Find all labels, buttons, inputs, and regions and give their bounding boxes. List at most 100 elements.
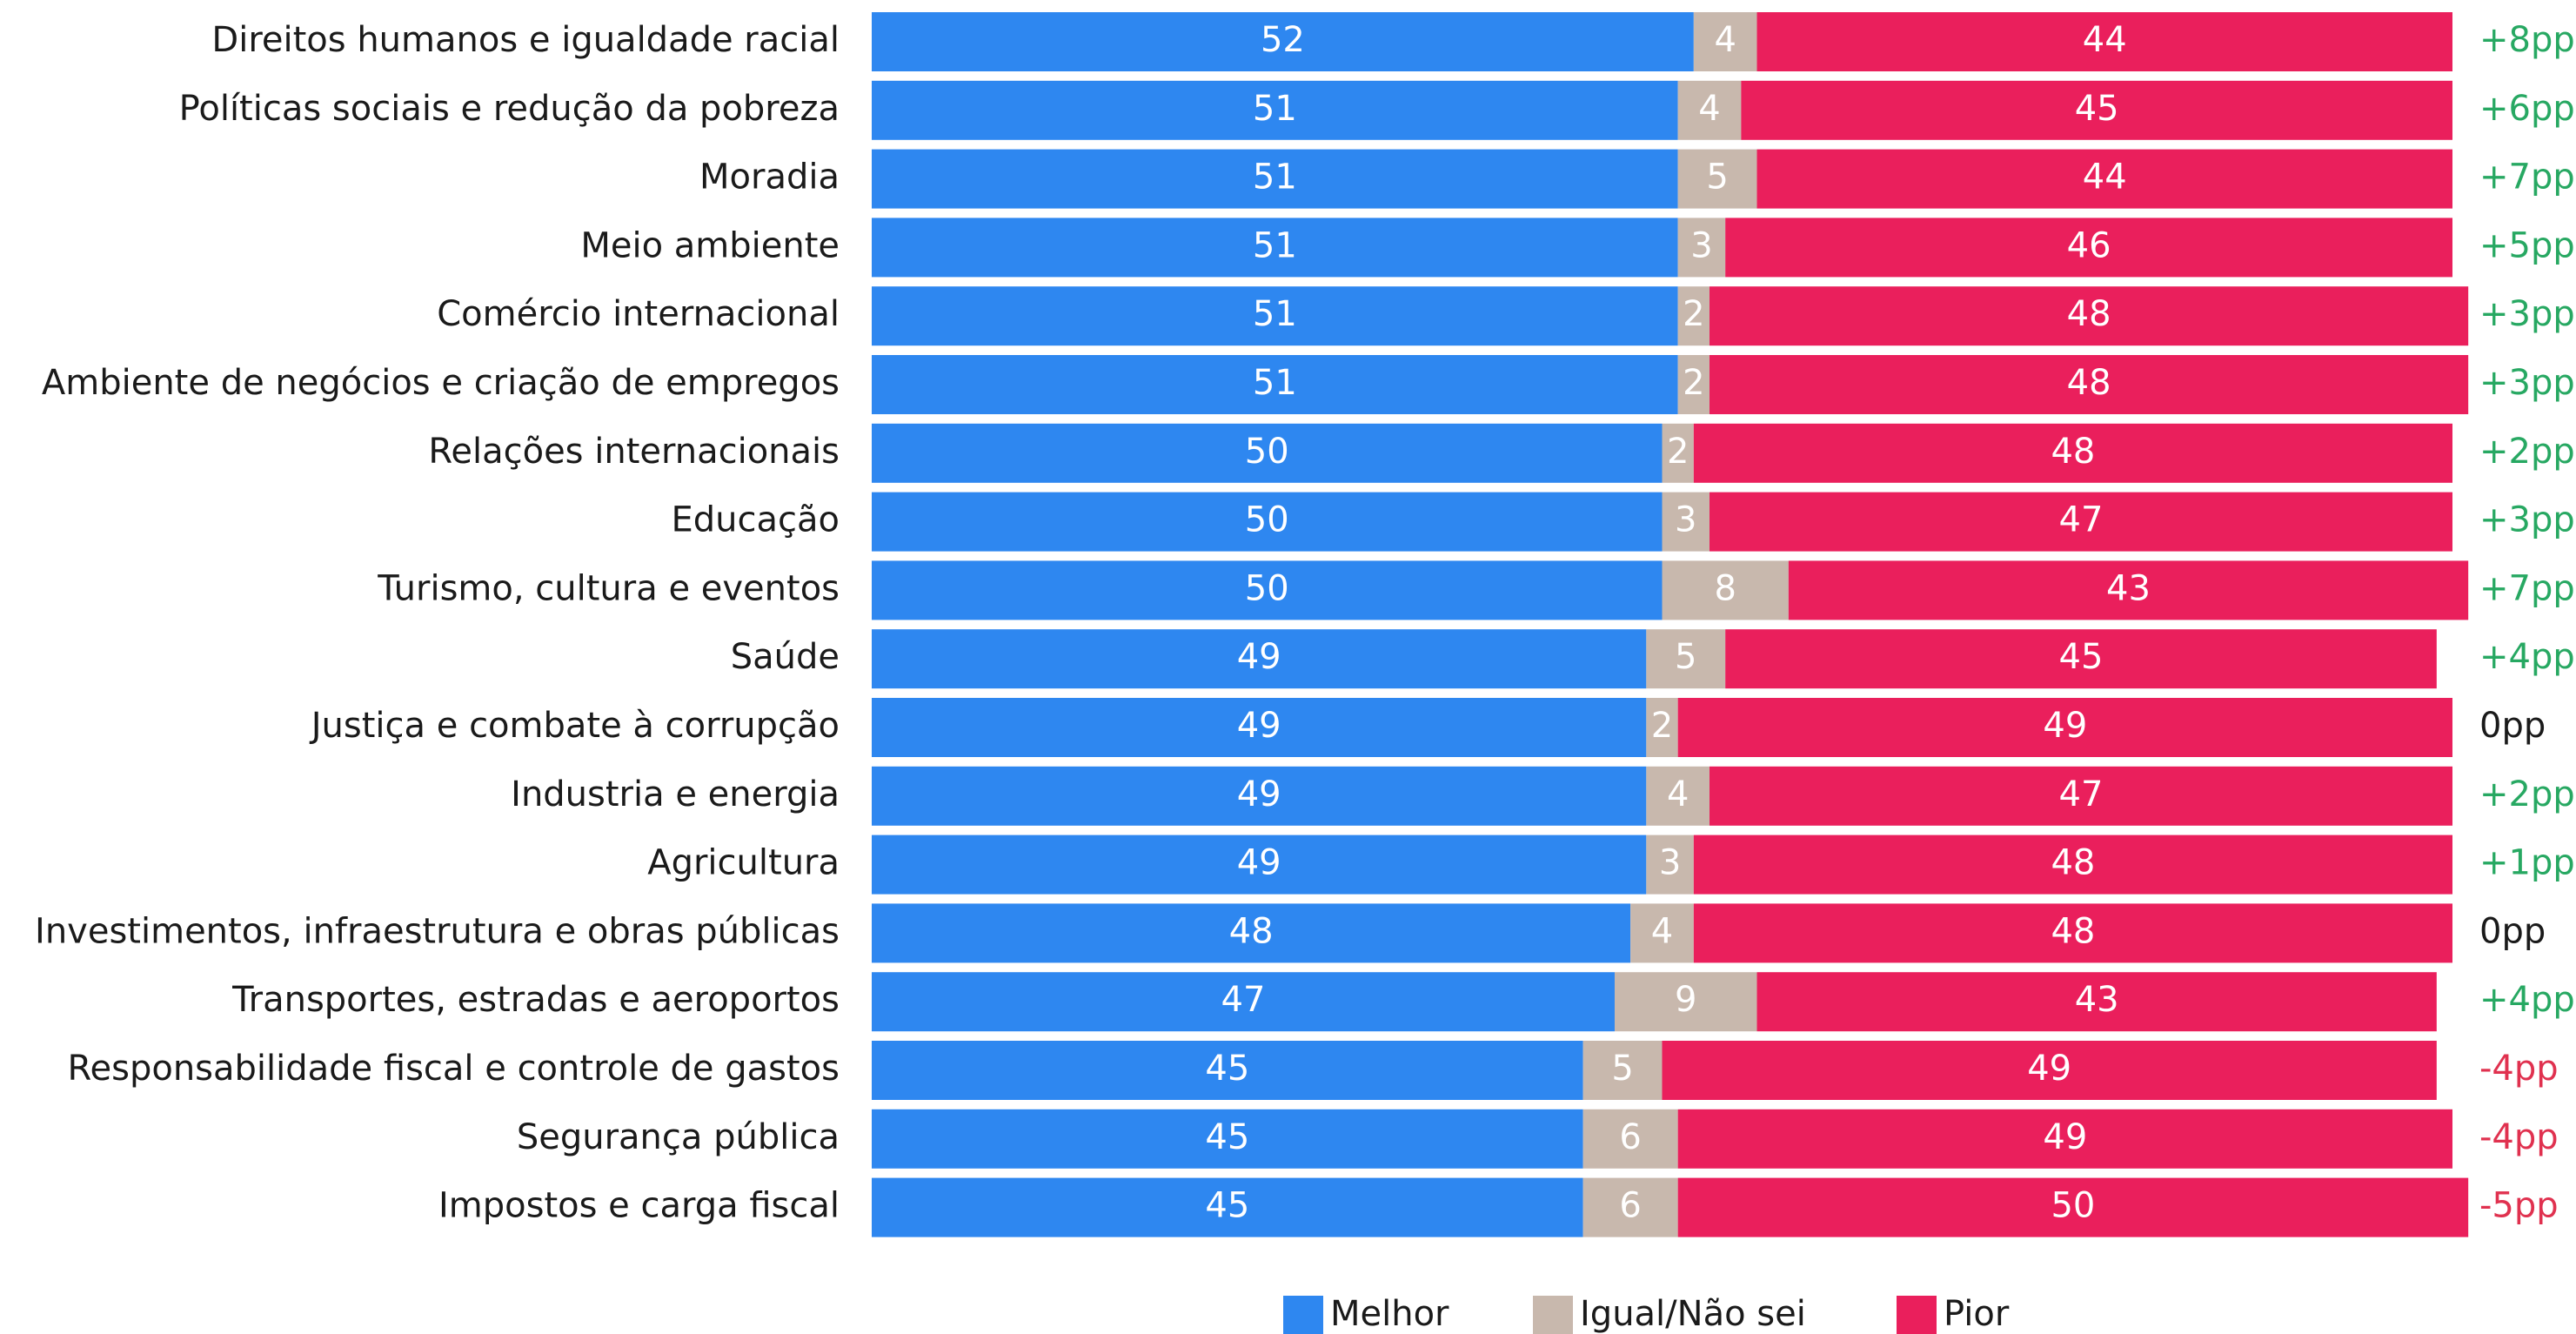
data-label: 49 [2043,1117,2087,1157]
bar-segment-pior [1756,972,2437,1032]
bar-segment-melhor [872,80,1678,140]
legend: Melhor Igual/Não sei Pior [1283,1294,2010,1334]
bar-segment-pior [1693,835,2452,895]
chart-row: Comércio internacional 51 2 48 +3pp [437,286,2575,346]
data-label: 51 [1253,294,1297,334]
bar-segment-pior [1693,903,2452,963]
legend-swatch [1897,1296,1937,1334]
data-label: 48 [2067,363,2111,403]
bar-segment-igual [1662,423,1694,483]
bar-segment-melhor [872,766,1647,826]
bar-segment-igual [1693,12,1757,71]
bar-segment-melhor [872,355,1678,414]
bar-segment-igual [1582,1177,1678,1237]
bar-segment-igual [1582,1041,1663,1100]
data-label: 45 [1205,1186,1249,1226]
bar-segment-pior [1710,766,2452,826]
data-label: 4 [1714,20,1736,60]
bar-segment-melhor [872,1041,1583,1100]
data-label: 46 [2067,225,2111,265]
category-label: Comércio internacional [437,294,840,334]
data-label: 45 [2075,89,2119,129]
data-label: 47 [2059,774,2104,814]
category-label: Saúde [731,637,840,677]
bar-segment-pior [1756,149,2452,209]
bar-segment-pior [1677,698,2452,757]
data-label: 6 [1619,1186,1641,1226]
data-label: 49 [1237,637,1281,677]
difference-label: +7pp [2479,158,2575,198]
category-label: Moradia [699,158,840,198]
chart-row: Meio ambiente 51 3 46 +5pp [580,218,2575,278]
bar-segment-pior [1677,1109,2452,1169]
difference-label: +6pp [2479,89,2575,129]
data-label: 48 [2051,843,2095,883]
data-label: 3 [1659,843,1681,883]
data-label: 52 [1261,20,1305,60]
difference-label: 0pp [2479,706,2546,746]
bar-segment-igual [1662,492,1710,552]
bar-segment-igual [1677,286,1710,346]
data-label: 8 [1714,568,1736,608]
bar-segment-pior [1756,12,2452,71]
chart-row: Impostos e carga fiscal 45 6 50 -5pp [438,1177,2559,1237]
chart-row: Agricultura 49 3 48 +1pp [647,835,2575,895]
bar-segment-melhor [872,149,1678,209]
difference-label: -4pp [2479,1049,2559,1089]
data-label: 45 [1205,1049,1249,1089]
bar-segment-melhor [872,218,1678,278]
difference-label: +4pp [2479,980,2575,1020]
data-label: 48 [2067,294,2111,334]
data-label: 51 [1253,158,1297,198]
data-label: 48 [1229,911,1274,951]
legend-swatch [1533,1296,1573,1334]
category-label: Relações internacionais [428,432,840,472]
category-label: Transportes, estradas e aeroportos [231,980,840,1020]
data-label: 43 [2075,980,2119,1020]
bar-segment-melhor [872,698,1647,757]
legend-label: Igual/Não sei [1580,1294,1806,1334]
category-label: Turismo, cultura e eventos [377,568,840,608]
data-label: 51 [1253,363,1297,403]
category-label: Políticas sociais e redução da pobreza [179,89,840,129]
bar-segment-melhor [872,835,1647,895]
bar-segment-igual [1677,80,1742,140]
bar-segment-melhor [872,1177,1583,1237]
chart-row: Justiça e combate à corrupção 49 2 49 0pp [309,698,2546,757]
difference-label: +3pp [2479,363,2575,403]
bar-segment-melhor [872,1109,1583,1169]
data-label: 45 [1205,1117,1249,1157]
bar-segment-igual [1582,1109,1678,1169]
chart-row: Investimentos, infraestrutura e obras pú… [35,903,2546,963]
difference-label: +2pp [2479,774,2575,814]
difference-label: +4pp [2479,637,2575,677]
difference-label: +1pp [2479,843,2575,883]
category-label: Educação [672,500,840,540]
difference-label: 0pp [2479,911,2546,951]
bar-segment-pior [1677,1177,2469,1237]
data-label: 44 [2083,20,2127,60]
data-label: 50 [1245,432,1289,472]
difference-label: -4pp [2479,1117,2559,1157]
difference-label: +3pp [2479,294,2575,334]
bar-segment-igual [1630,903,1694,963]
data-label: 4 [1698,89,1720,129]
bar-segment-pior [1710,355,2469,414]
chart-row: Moradia 51 5 44 +7pp [699,149,2575,209]
data-label: 2 [1683,294,1704,334]
data-label: 9 [1675,980,1696,1020]
data-label: 5 [1611,1049,1633,1089]
bar-segment-igual [1677,149,1757,209]
chart-row: Industria e energia 49 4 47 +2pp [511,766,2575,826]
data-label: 50 [1245,500,1289,540]
legend-item: Igual/Não sei [1533,1294,1806,1334]
data-label: 44 [2083,158,2127,198]
legend-item: Melhor [1283,1294,1449,1334]
chart-row: Direitos humanos e igualdade racial 52 4 44… [211,12,2575,71]
data-label: 45 [2059,637,2104,677]
category-label: Direitos humanos e igualdade racial [211,20,840,60]
bar-segment-igual [1646,629,1726,689]
bar-segment-pior [1725,218,2452,278]
chart-row: Educação 50 3 47 +3pp [672,492,2575,552]
data-label: 2 [1651,706,1673,746]
